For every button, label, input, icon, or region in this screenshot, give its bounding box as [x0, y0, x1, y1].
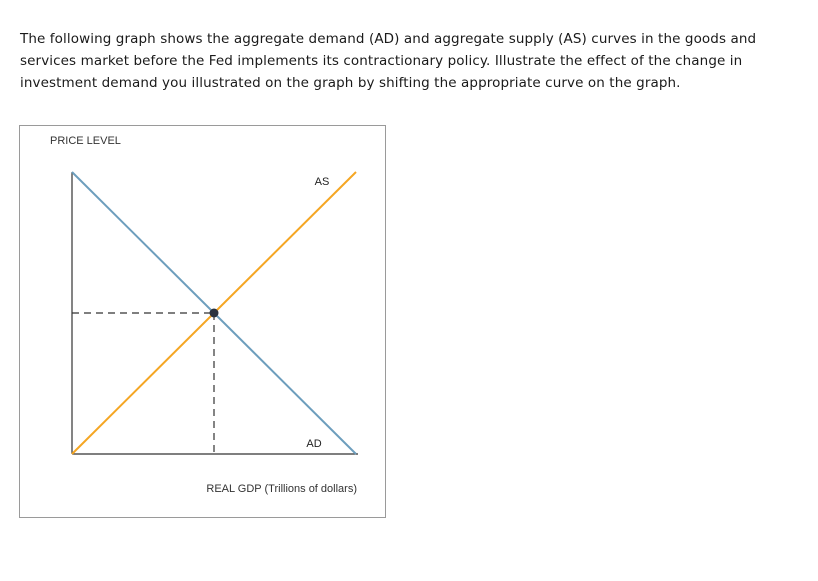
y-axis-title: PRICE LEVEL [50, 135, 121, 147]
ad-curve-label: AD [306, 438, 321, 450]
ad-as-chart[interactable]: PRICE LEVEL REAL GDP (Trillions of dolla… [20, 126, 385, 517]
graph-panel[interactable]: PRICE LEVEL REAL GDP (Trillions of dolla… [19, 125, 386, 518]
question-text: The following graph shows the aggregate … [20, 31, 757, 91]
x-axis-title: REAL GDP (Trillions of dollars) [206, 483, 357, 495]
as-curve-label: AS [315, 176, 330, 188]
equilibrium-point[interactable] [209, 308, 219, 318]
